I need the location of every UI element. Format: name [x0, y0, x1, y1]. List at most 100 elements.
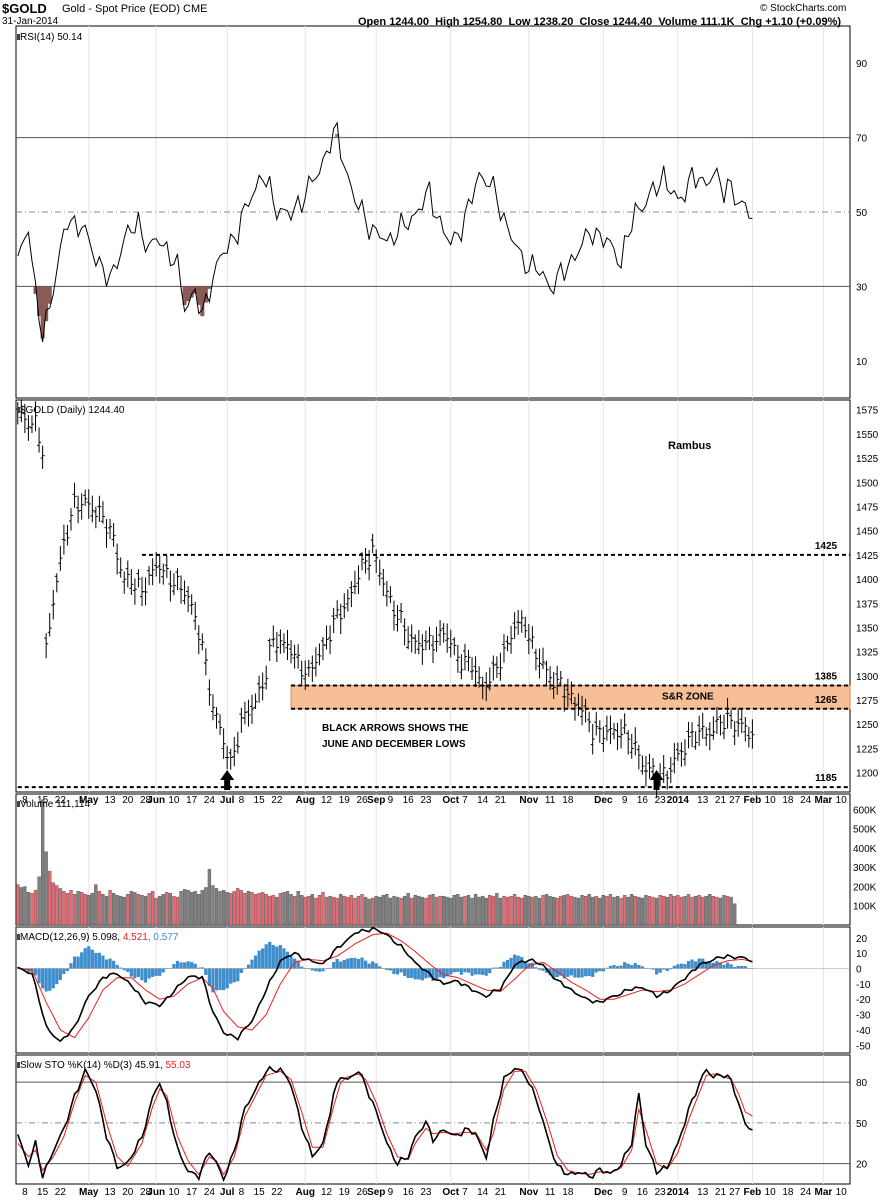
macd-histogram-bar [591, 968, 595, 977]
volume-bar [168, 893, 173, 926]
volume-bar [353, 897, 357, 926]
volume-bar [271, 894, 275, 926]
macd-histogram-bar [151, 968, 155, 977]
volume-bar [722, 894, 726, 926]
legend-swatch [17, 801, 20, 807]
x-axis-tick-label: 13 [697, 1187, 709, 1198]
instrument-exchange: CME [183, 3, 208, 15]
macd-histogram-bar [104, 959, 109, 969]
macd-histogram-bar [257, 950, 261, 969]
volume-bar [83, 894, 87, 926]
volume-bar [608, 894, 613, 926]
rsi-tick-label: 90 [856, 59, 868, 70]
volume-bar [527, 895, 531, 926]
volume-bar [711, 895, 715, 926]
macd-histogram-bar [743, 966, 747, 969]
macd-histogram-bar [395, 968, 400, 975]
volume-bar [133, 892, 137, 926]
x-axis-tick-label: Feb [744, 1187, 762, 1198]
x-axis-tick-label: 7 [462, 1187, 468, 1198]
x-axis-tick-label: 7 [462, 795, 468, 806]
volume-bar [314, 897, 318, 926]
rsi-tick-label: 50 [856, 208, 868, 219]
macd-histogram-bar [356, 958, 361, 969]
low-label: Low [508, 16, 531, 28]
volume-bar [101, 894, 105, 926]
volume-bar [410, 897, 414, 926]
x-axis-tick-label: 13 [104, 795, 116, 806]
macd-histogram-bar [271, 944, 275, 969]
x-axis-tick-label: 26 [356, 795, 368, 806]
macd-histogram-bar [339, 961, 343, 969]
macd-histogram-bar [399, 968, 403, 973]
sto-k-line [17, 1065, 753, 1183]
volume-bar [243, 893, 247, 926]
macd-histogram-bar [161, 968, 165, 973]
price-tick-label: 1300 [856, 672, 879, 683]
macd-histogram-bar [371, 961, 375, 969]
volume-bar [463, 895, 467, 926]
x-axis-tick-label: Sep [367, 1187, 385, 1198]
x-axis-tick-label: 22 [271, 795, 283, 806]
volume-bar [186, 890, 190, 926]
volume-bar [693, 895, 698, 926]
volume-bar [708, 894, 712, 926]
macd-histogram-bar [587, 968, 591, 977]
x-axis-tick-label: 24 [204, 1187, 216, 1198]
annotation-line: JUNE AND DECEMBER LOWS [322, 739, 466, 750]
volume-bar [491, 895, 495, 926]
x-axis-tick-label: 15 [254, 795, 266, 806]
volume-bar [111, 893, 116, 926]
macd-histogram-bar [520, 957, 524, 969]
sto-tick-label: 20 [856, 1160, 868, 1171]
volume-bar [388, 897, 393, 926]
macd-histogram-bar [374, 963, 378, 969]
price-tick-label: 1550 [856, 430, 879, 441]
volume-bar [484, 897, 488, 926]
volume-bar [537, 897, 542, 926]
volume-bar [140, 894, 144, 926]
volume-bar [172, 895, 176, 926]
volume-bar [704, 895, 708, 926]
price-tick-label: 1500 [856, 478, 879, 489]
volume-bar [715, 896, 719, 926]
volume-bar [193, 891, 197, 926]
macd-histogram-bar [367, 963, 371, 969]
volume-bar [349, 894, 353, 926]
x-axis-tick-label: Jun [147, 1187, 165, 1198]
volume-bar [225, 892, 229, 926]
x-axis-tick-label: 10 [836, 795, 848, 806]
sto-panel-frame [15, 1054, 851, 1185]
x-axis-tick-label: 24 [800, 1187, 812, 1198]
price-tick-label: 1575 [856, 406, 879, 417]
macd-histogram-bar [186, 961, 190, 969]
macd-tick-label: -10 [856, 980, 871, 991]
chart-instrument-name: Gold - Spot Price (EOD) CME [62, 3, 208, 15]
x-axis-tick-label: 22 [55, 795, 67, 806]
volume-bar [342, 895, 346, 926]
macd-histogram-bar [403, 968, 407, 976]
macd-histogram-bar [623, 962, 627, 969]
volume-bar [69, 890, 73, 926]
macd-histogram-bar [584, 968, 588, 977]
x-axis-tick-label: 8 [22, 795, 28, 806]
volume-bar [502, 895, 506, 926]
rsi-line [17, 121, 753, 342]
volume-bar [548, 895, 552, 926]
volume-bar [612, 896, 616, 926]
sr-zone-label: S&R ZONE [662, 692, 714, 703]
x-axis-tick-label: 10 [168, 795, 180, 806]
volume-bar [580, 894, 584, 926]
volume-bar [44, 851, 48, 926]
macd-histogram-bar [264, 944, 268, 969]
volume-bar [718, 897, 723, 926]
volume-bar [154, 897, 158, 926]
volume-bar [495, 893, 499, 926]
x-axis-tick-label: 9 [388, 1187, 394, 1198]
macd-histogram-bar [250, 959, 254, 969]
volume-bar [559, 895, 563, 926]
volume-bar [513, 894, 517, 926]
volume-bar [576, 897, 581, 926]
macd-histogram-bar [51, 968, 55, 989]
macd-histogram-bar [349, 958, 353, 969]
